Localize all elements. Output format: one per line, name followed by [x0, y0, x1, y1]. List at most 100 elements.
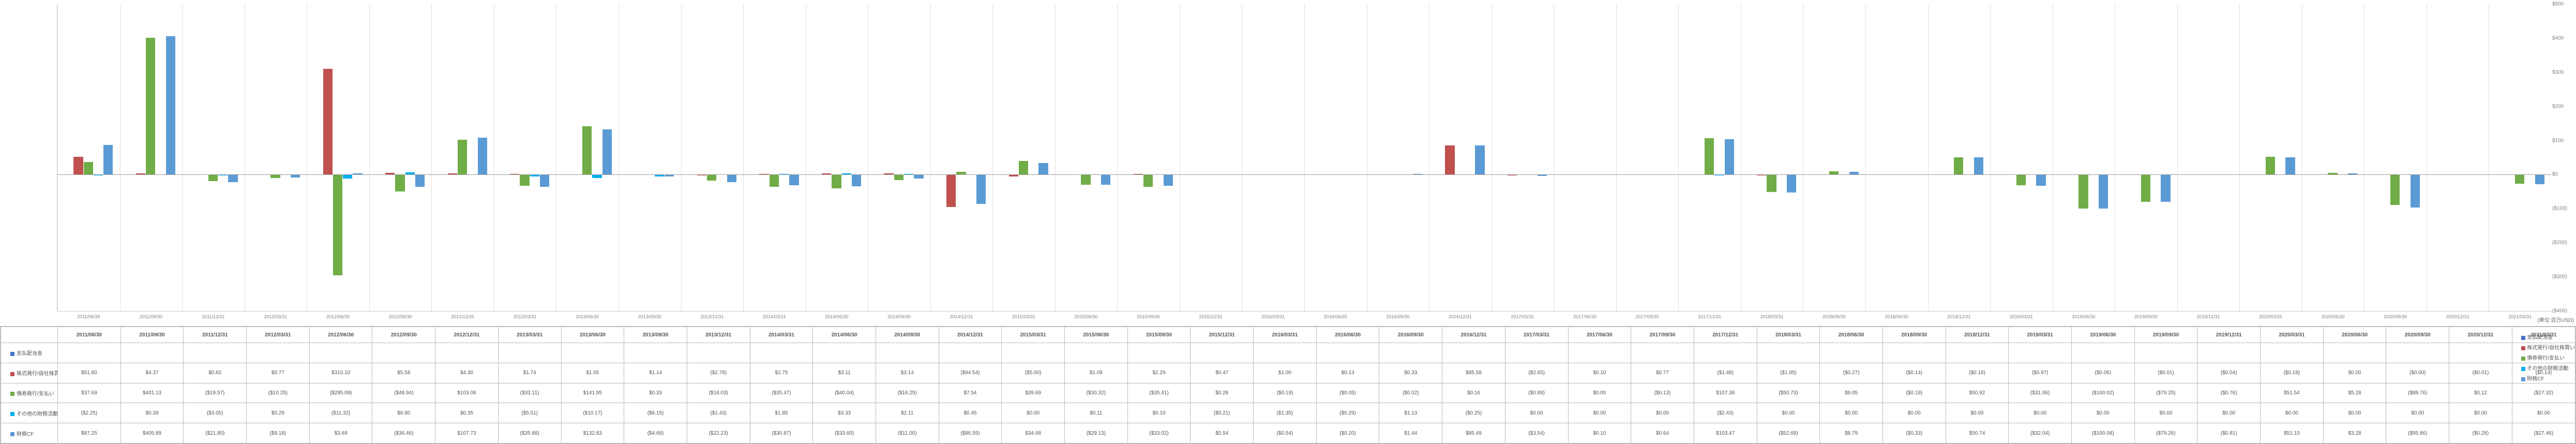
- bar-財務CF: [976, 174, 986, 204]
- column-header: 2020/03/31: [2261, 327, 2324, 343]
- data-cell: $1.13: [1379, 403, 1442, 423]
- data-cell: $107.73: [435, 423, 499, 443]
- x-axis-tick: 2017/09/30: [1635, 314, 1659, 319]
- data-cell: ($1.43): [687, 403, 750, 423]
- legend-item: 支払配当金: [2521, 333, 2575, 343]
- data-cell: ($0.21): [1191, 403, 1254, 423]
- financing-cf-chart: ($400)($300)($200)($100)$0$100$200$300$4…: [57, 4, 2551, 312]
- data-cell: [2323, 343, 2386, 363]
- data-cell: [2072, 343, 2135, 363]
- data-cell: $0.00: [2261, 403, 2324, 423]
- data-cell: $2.11: [876, 403, 939, 423]
- data-cell: [247, 343, 310, 363]
- data-cell: $0.47: [1191, 363, 1254, 383]
- data-cell: ($79.26): [2134, 423, 2197, 443]
- bar-債券発行/支払い: [582, 126, 592, 175]
- data-cell: [1946, 343, 2009, 363]
- row-label: 債券発行/支払い: [1, 383, 58, 403]
- data-cell: $0.00: [2197, 403, 2261, 423]
- y-axis-tick: $300: [2552, 69, 2575, 75]
- bar-債券発行/支払い: [146, 38, 155, 174]
- data-cell: $4.30: [435, 363, 499, 383]
- data-cell: $0.64: [1631, 423, 1694, 443]
- x-axis-tick: 2018/12/31: [1947, 314, 1970, 319]
- x-axis-tick: 2018/06/30: [1822, 314, 1846, 319]
- column-header: 2014/12/31: [939, 327, 1002, 343]
- data-cell: ($4.68): [624, 423, 687, 443]
- data-cell: $0.00: [1757, 403, 1820, 423]
- data-cell: ($30.87): [750, 423, 813, 443]
- x-axis-tick: 2019/06/30: [2072, 314, 2095, 319]
- data-cell: [750, 343, 813, 363]
- data-cell: ($27.32): [2512, 383, 2575, 403]
- data-cell: $37.69: [58, 383, 121, 403]
- legend-label: 財務CF: [2527, 375, 2544, 384]
- bar-債券発行/支払い: [1767, 174, 1776, 191]
- data-cell: ($22.23): [687, 423, 750, 443]
- x-axis-tick: 2020/09/30: [2384, 314, 2407, 319]
- data-cell: $0.00: [1505, 403, 1568, 423]
- bar-債券発行/支払い: [707, 174, 716, 181]
- y-axis-tick: $500: [2552, 2, 2575, 7]
- data-cell: $0.77: [247, 363, 310, 383]
- data-cell: ($88.76): [2386, 383, 2449, 403]
- data-cell: $50.74: [1946, 423, 2009, 443]
- bar-財務CF: [1787, 174, 1796, 193]
- bar-財務CF: [2161, 174, 2170, 201]
- data-cell: $2.29: [1127, 363, 1191, 383]
- column-header: 2013/12/31: [687, 327, 750, 343]
- bar-債券発行/支払い: [2266, 157, 2275, 174]
- column-header: 2015/12/31: [1191, 327, 1254, 343]
- data-cell: ($0.28): [2449, 423, 2512, 443]
- data-cell: ($52.68): [1757, 423, 1820, 443]
- legend-swatch-icon: [2521, 336, 2525, 340]
- data-cell: ($100.02): [2072, 383, 2135, 403]
- column-header: 2020/12/31: [2449, 327, 2512, 343]
- series-swatch-icon: [10, 352, 14, 356]
- data-cell: [120, 343, 184, 363]
- data-cell: [1316, 343, 1379, 363]
- bar-債券発行/支払い: [770, 174, 779, 186]
- row-label: その他の財務活動: [1, 403, 58, 423]
- data-cell: $0.00: [2009, 403, 2072, 423]
- data-cell: $0.00: [2323, 403, 2386, 423]
- data-cell: $0.00: [1568, 403, 1631, 423]
- data-cell: $1.14: [624, 363, 687, 383]
- data-cell: ($5.00): [1002, 363, 1065, 383]
- series-swatch-icon: [10, 372, 14, 376]
- data-cell: ($0.14): [1882, 363, 1946, 383]
- column-header: 2018/03/31: [1757, 327, 1820, 343]
- unit-label: (単位:百万USD): [2537, 316, 2574, 323]
- data-cell: $9.05: [1820, 383, 1883, 403]
- data-cell: $0.00: [2323, 363, 2386, 383]
- dashboard: ($400)($300)($200)($100)$0$100$200$300$4…: [0, 0, 2576, 444]
- x-axis-tick: 2015/03/31: [1012, 314, 1035, 319]
- data-cell: $0.00: [1002, 403, 1065, 423]
- data-cell: ($40.04): [813, 383, 876, 403]
- bar-債券発行/支払い: [2390, 174, 2400, 204]
- bar-財務CF: [1475, 145, 1484, 174]
- x-axis-tick: 2015/06/30: [1075, 314, 1098, 319]
- data-cell: $85.49: [1442, 423, 1505, 443]
- column-header: 2018/12/31: [1946, 327, 2009, 343]
- data-cell: [58, 343, 121, 363]
- data-cell: ($2.65): [1505, 363, 1568, 383]
- data-cell: ($0.18): [1946, 363, 2009, 383]
- data-cell: [1002, 343, 1065, 363]
- bar-財務CF: [2285, 157, 2295, 175]
- data-cell: ($16.25): [876, 383, 939, 403]
- x-axis-tick: 2012/06/30: [326, 314, 350, 319]
- data-cell: $1.74: [498, 363, 561, 383]
- data-cell: $1.44: [1379, 423, 1442, 443]
- data-cell: $0.82: [184, 363, 247, 383]
- legend-label: 債券発行/支払い: [2527, 354, 2565, 363]
- column-header: 2014/09/30: [876, 327, 939, 343]
- data-cell: ($86.55): [939, 423, 1002, 443]
- data-cell: $0.00: [2134, 403, 2197, 423]
- x-axis-tick: 2012/09/30: [388, 314, 412, 319]
- data-cell: $0.00: [1631, 403, 1694, 423]
- bar-債券発行/支払い: [832, 174, 841, 188]
- data-cell: ($0.19): [1254, 383, 1317, 403]
- data-cell: $0.35: [435, 403, 499, 423]
- data-cell: $51.80: [58, 363, 121, 383]
